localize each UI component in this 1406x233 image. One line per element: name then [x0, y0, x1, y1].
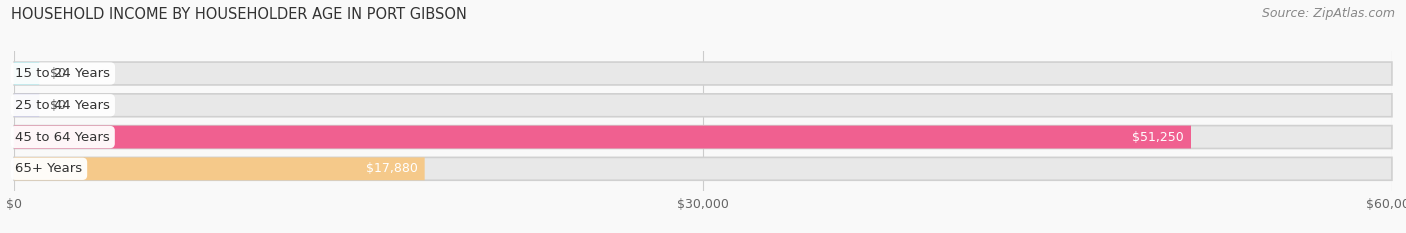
- Text: $51,250: $51,250: [1132, 130, 1184, 144]
- FancyBboxPatch shape: [14, 157, 425, 180]
- FancyBboxPatch shape: [14, 126, 1392, 148]
- FancyBboxPatch shape: [14, 126, 1191, 148]
- Text: $0: $0: [51, 67, 66, 80]
- Text: Source: ZipAtlas.com: Source: ZipAtlas.com: [1261, 7, 1395, 20]
- Text: 45 to 64 Years: 45 to 64 Years: [15, 130, 110, 144]
- FancyBboxPatch shape: [14, 62, 39, 85]
- FancyBboxPatch shape: [14, 157, 1392, 180]
- Text: HOUSEHOLD INCOME BY HOUSEHOLDER AGE IN PORT GIBSON: HOUSEHOLD INCOME BY HOUSEHOLDER AGE IN P…: [11, 7, 467, 22]
- Text: $17,880: $17,880: [366, 162, 418, 175]
- Text: $0: $0: [51, 99, 66, 112]
- FancyBboxPatch shape: [14, 62, 1392, 85]
- Text: 15 to 24 Years: 15 to 24 Years: [15, 67, 111, 80]
- FancyBboxPatch shape: [14, 94, 39, 117]
- Text: 25 to 44 Years: 25 to 44 Years: [15, 99, 110, 112]
- FancyBboxPatch shape: [14, 94, 1392, 117]
- Text: 65+ Years: 65+ Years: [15, 162, 83, 175]
